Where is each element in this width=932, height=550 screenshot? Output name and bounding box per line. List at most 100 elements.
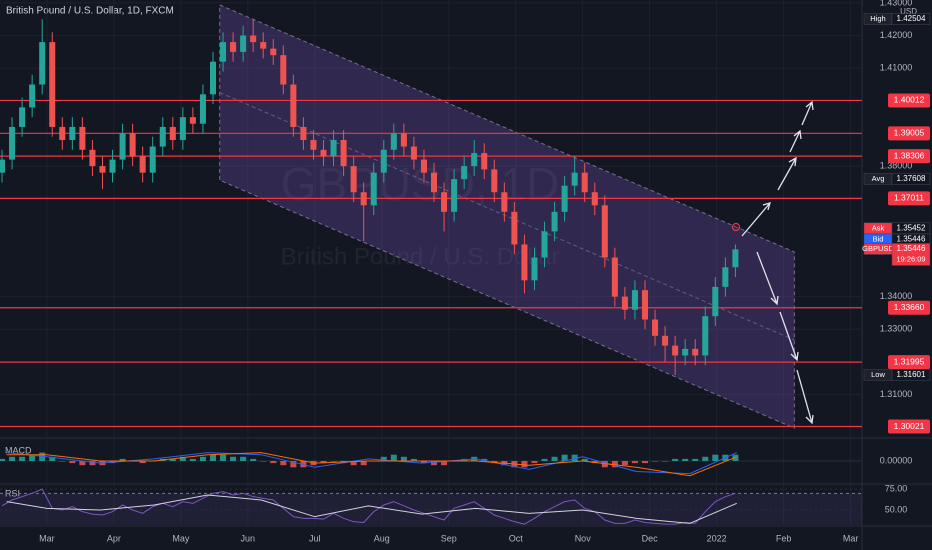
candle-body: [310, 140, 317, 150]
macd-histogram-bar: [672, 458, 679, 461]
candle-body: [722, 267, 729, 287]
candle-body: [169, 126, 176, 141]
x-tick-label: Mar: [843, 533, 859, 543]
candle-body: [390, 133, 397, 150]
currency-label: USD: [900, 7, 917, 16]
candle-body: [692, 348, 699, 356]
macd-histogram-bar: [230, 456, 237, 461]
y-tick-label: 1.31000: [880, 389, 913, 399]
tag-value: 1.37608: [897, 174, 926, 183]
macd-histogram-bar: [9, 456, 16, 461]
tag-value-box: [891, 173, 931, 185]
tag-value-box: [891, 369, 931, 381]
y-tick-label: 1.42000: [880, 30, 913, 40]
candle-body: [521, 244, 528, 281]
level-label: 1.39005: [894, 128, 925, 138]
watermark: British Pound / U.S. Dollar: [281, 243, 560, 270]
macd-histogram-bar: [139, 461, 146, 464]
tag-value: 1.35452: [897, 223, 926, 232]
macd-histogram-bar: [581, 458, 588, 461]
macd-histogram-bar: [652, 461, 659, 462]
candle-body: [39, 42, 46, 85]
macd-histogram-bar: [541, 458, 548, 461]
candle-body: [149, 146, 156, 173]
level-tag: [888, 149, 930, 164]
candle-body: [501, 192, 508, 212]
candle-body: [581, 172, 588, 193]
candle-body: [732, 249, 739, 268]
candle-body: [662, 335, 669, 346]
level-tag: [888, 300, 930, 315]
arrow: [741, 202, 771, 237]
x-tick-label: Dec: [642, 533, 659, 543]
arrow: [777, 156, 797, 191]
tag-value: 1.35446: [897, 235, 926, 244]
x-tick-label: Sep: [441, 533, 457, 543]
candle-body: [29, 84, 36, 108]
rsi-band: [0, 493, 862, 525]
x-tick-label: Jul: [309, 533, 321, 543]
y-tick-label: 1.34000: [880, 291, 913, 301]
macd-histogram-bar: [631, 461, 638, 464]
candle-body: [712, 286, 719, 317]
level-tag: [888, 355, 930, 370]
candle-body: [340, 140, 347, 167]
candle-body: [250, 35, 257, 43]
x-tick-label: Aug: [374, 533, 390, 543]
level-label: 1.38306: [894, 150, 925, 160]
level-label: 1.37011: [894, 193, 924, 203]
arrow: [801, 100, 814, 126]
arrow: [779, 311, 799, 362]
macd-histogram-bar: [119, 458, 126, 461]
macd-histogram-bar: [189, 458, 196, 461]
macd-histogram-bar: [270, 461, 277, 464]
candle-body: [611, 257, 618, 297]
macd-histogram-bar: [29, 454, 36, 461]
signal-line: [6, 452, 737, 477]
macd-histogram-bar: [179, 456, 186, 461]
macd-histogram-bar: [199, 456, 206, 461]
macd-histogram-bar: [611, 461, 618, 468]
x-tick-label: Apr: [107, 533, 121, 543]
candle-body: [410, 146, 417, 160]
tag-value: 1.35446: [897, 244, 926, 253]
macd-histogram-bar: [320, 461, 327, 464]
candle-body: [601, 205, 608, 258]
x-tick-label: Nov: [575, 533, 592, 543]
macd-histogram-bar: [662, 461, 669, 462]
macd-histogram-bar: [89, 461, 96, 466]
tag-name: Ask: [872, 223, 885, 232]
macd-histogram-bar: [240, 456, 247, 461]
candle-body: [79, 126, 86, 150]
candle-body: [420, 159, 427, 173]
candle-body: [89, 149, 96, 167]
macd-histogram-bar: [410, 458, 417, 461]
macd-histogram-bar: [682, 458, 689, 461]
x-tick-label: 2022: [707, 533, 727, 543]
macd-histogram-bar: [692, 458, 699, 461]
x-tick-label: Oct: [509, 533, 524, 543]
macd-histogram-bar: [561, 454, 568, 461]
candle-body: [380, 149, 387, 173]
macd-histogram-bar: [521, 461, 528, 468]
candle-body: [199, 94, 206, 124]
macd-histogram-bar: [400, 456, 407, 461]
candle-body: [49, 42, 56, 127]
tag-value: 1.31601: [897, 370, 926, 379]
candle-body: [702, 316, 709, 356]
arrow: [789, 129, 802, 153]
macd-histogram-bar: [209, 454, 217, 461]
level-tag: [888, 191, 930, 206]
macd-histogram-bar: [260, 461, 267, 462]
candle-body: [99, 166, 106, 173]
candle-body: [220, 42, 227, 62]
macd-histogram-bar: [601, 461, 608, 468]
macd-histogram-bar: [220, 454, 227, 461]
rsi-ma-line: [6, 494, 737, 524]
macd-histogram-bar: [169, 458, 176, 461]
macd-tick-label: 0.00000: [880, 455, 913, 465]
candle-body: [431, 172, 438, 193]
candle-body: [631, 290, 638, 310]
